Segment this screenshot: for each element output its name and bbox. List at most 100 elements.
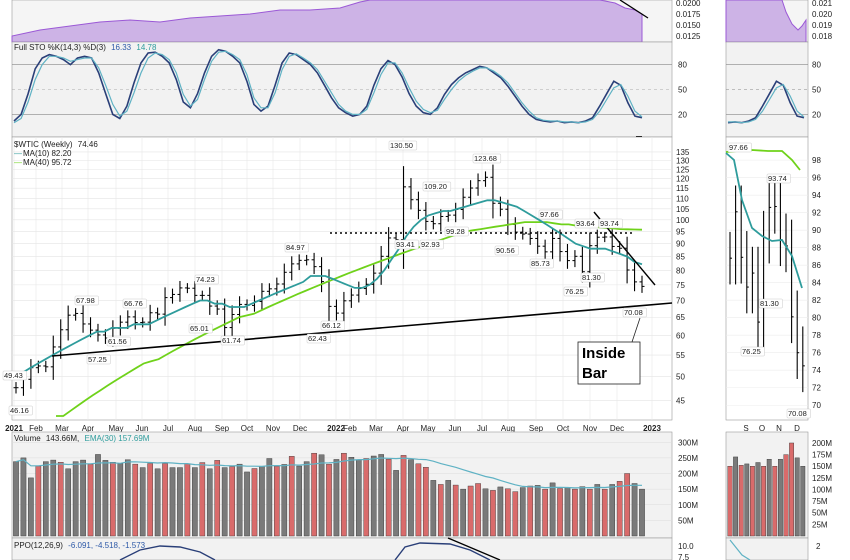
volume-bar	[505, 488, 511, 537]
x-axis-tick: Mar	[369, 424, 383, 433]
price-axis-tick: 75	[676, 281, 685, 290]
volume-bar	[65, 468, 71, 537]
price-annotation: 66.76	[124, 299, 143, 308]
right-pane-top-axis: 0.021 0.020 0.019 0.018	[812, 0, 833, 41]
right-pane-volume-tick: 175M	[812, 451, 832, 460]
volume-bar	[385, 458, 392, 537]
volume-axis-tick: 100M	[678, 501, 698, 510]
top-axis-tick: 0.0150	[676, 21, 701, 30]
volume-bar	[318, 454, 325, 537]
volume-bar	[348, 457, 355, 537]
volume-bar	[393, 470, 399, 537]
volume-bar	[430, 480, 437, 537]
right-pane-volume-bar	[744, 463, 750, 537]
volume-bar	[467, 485, 474, 537]
volume-bar	[244, 471, 250, 537]
right-pane-volume-tick: 100M	[812, 485, 832, 494]
price-annotation: 93.41	[396, 240, 415, 249]
volume-bar	[400, 455, 407, 537]
volume-bar	[326, 463, 332, 537]
right-pane-price-annotation-box	[758, 298, 783, 309]
right-pane-x-tick: O	[759, 424, 765, 433]
x-axis-tick: Dec	[293, 424, 307, 433]
x-axis-tick: Jul	[163, 424, 173, 433]
sto-legend-d: 14.78	[136, 43, 157, 52]
right-pane-volume-bar	[772, 466, 778, 537]
volume-bar	[192, 467, 198, 537]
x-axis-tick: Aug	[188, 424, 202, 433]
x-axis-tick: Oct	[557, 424, 570, 433]
x-axis-tick: Sep	[529, 424, 544, 433]
price-annotation-box	[394, 239, 419, 250]
volume-bar	[490, 490, 496, 537]
right-pane-price-annotation-box	[740, 346, 765, 357]
right-pane-ppo-panel	[725, 537, 809, 560]
price-legend-symbol: $WTIC (Weekly) 74.46	[14, 140, 98, 149]
x-axis-tick: Jul	[477, 424, 487, 433]
price-axis-tick: 90	[676, 240, 685, 249]
volume-bar	[370, 455, 377, 537]
volume-bar	[236, 463, 243, 537]
volume-bar	[445, 480, 452, 537]
volume-bar	[587, 488, 593, 537]
volume-bar	[80, 459, 86, 537]
volume-bar	[519, 487, 526, 537]
price-axis-tick: 105	[676, 205, 690, 214]
right-pane-price-tick: 78	[812, 331, 821, 340]
right-pane-price-annotation: 76.25	[742, 347, 761, 356]
volume-bar	[43, 461, 49, 537]
volume-axis-tick: 150M	[678, 485, 698, 494]
volume-bar	[341, 452, 347, 537]
x-axis-tick: 2022	[327, 424, 345, 433]
ppo-legend-prefix: PPO(12,26,9)	[14, 541, 63, 550]
volume-bar	[437, 484, 444, 537]
ppo-legend: PPO(12,26,9) -6.091, -4.518, -1.573	[14, 541, 146, 550]
price-annotation-box	[306, 333, 331, 344]
right-pane-price-annotation-box	[766, 173, 791, 184]
right-pane-top-area	[725, 0, 807, 43]
right-pane-ppo-line	[729, 539, 751, 560]
volume-bar	[206, 468, 213, 537]
inside-bar-callout-box	[577, 341, 641, 385]
right-pane-volume-bar	[733, 456, 739, 537]
volume-bar	[266, 458, 273, 537]
volume-bar	[549, 482, 556, 537]
price-annotation-box	[2, 370, 27, 381]
right-pane-price-axis: 98 96 94 92 90 88 86 84 82 80 78 76 74 72 70	[812, 156, 821, 410]
x-axis-tick: Apr	[397, 424, 410, 433]
date-x-axis: 2021 Feb Mar Apr May Jun Jul Aug Sep Oct Nov Dec 202…	[5, 424, 661, 433]
volume-axis: 300M 250M 200M 150M 100M 50M	[678, 438, 698, 525]
price-annotations: 49.43 46.16 67.98 57.25 66.76 61.56 74.23 65.01…	[2, 140, 647, 416]
price-annotation: 90.56	[496, 246, 515, 255]
right-pane-price-tick: 88	[812, 244, 821, 253]
right-pane-volume-tick: 125M	[812, 474, 832, 483]
sto-axis-tick: 20	[678, 110, 687, 119]
x-axis-tick: Feb	[29, 424, 43, 433]
volume-bar	[117, 463, 124, 537]
volume-bar	[639, 488, 645, 537]
volume-bar	[303, 461, 310, 537]
volume-legend: Volume 143.66M, EMA(30) 157.69M	[14, 434, 150, 443]
volume-bar	[534, 485, 541, 537]
right-pane-price-tick: 86	[812, 261, 821, 270]
volume-bar	[609, 484, 615, 537]
price-annotation-box	[538, 209, 563, 220]
right-pane-price-tick: 82	[812, 296, 821, 305]
price-panel	[11, 136, 673, 421]
price-annotation: 62.43	[308, 334, 327, 343]
volume-bar	[624, 473, 630, 537]
callout-pointer	[631, 317, 641, 343]
price-axis-tick: 115	[676, 184, 689, 193]
right-pane-price-annotation: 93.74	[768, 174, 787, 183]
volume-bar	[311, 452, 317, 537]
volume-bars	[13, 452, 645, 537]
price-legend-ma10: —MA(10) 82.20	[14, 149, 72, 158]
volume-bar	[13, 461, 19, 537]
right-pane-volume-bar	[766, 459, 772, 537]
right-pane-price-tick: 94	[812, 191, 821, 200]
price-annotation: 84.97	[286, 243, 305, 252]
volume-axis-tick: 250M	[678, 454, 698, 463]
right-pane-volume-bar	[738, 465, 744, 537]
